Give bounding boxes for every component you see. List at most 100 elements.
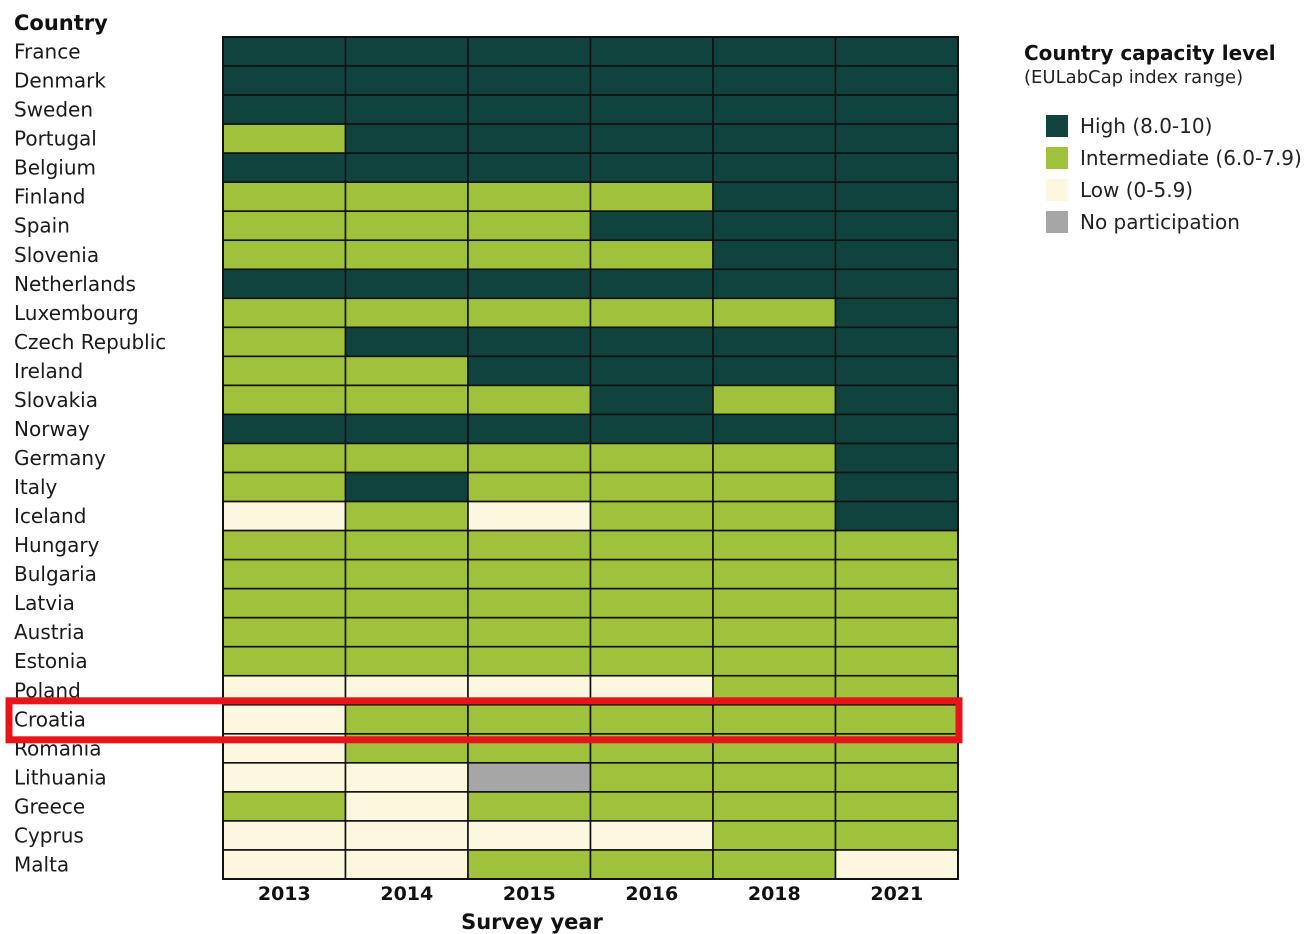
row-label-spain: Spain [14, 214, 70, 238]
row-label-denmark: Denmark [14, 69, 106, 93]
cell-austria-2021 [834, 616, 959, 648]
cell-france-2016 [589, 36, 714, 67]
cell-portugal-2013 [222, 123, 347, 154]
cell-denmark-2018 [712, 65, 837, 96]
legend-swatch [1046, 147, 1068, 169]
row-label-ireland: Ireland [14, 359, 83, 383]
cell-denmark-2015 [467, 65, 592, 96]
heatmap-cells [222, 36, 959, 880]
cell-portugal-2016 [589, 123, 714, 154]
cell-slovenia-2018 [712, 239, 837, 271]
cell-sweden-2021 [834, 94, 959, 125]
cell-luxembourg-2016 [589, 297, 714, 329]
cell-estonia-2021 [834, 645, 959, 677]
cell-estonia-2018 [712, 645, 837, 677]
cell-czech-republic-2013 [222, 326, 347, 358]
row-label-estonia: Estonia [14, 649, 88, 673]
cell-germany-2016 [589, 442, 714, 474]
x-tick-2014: 2014 [380, 883, 433, 905]
cell-belgium-2018 [712, 152, 837, 183]
cell-slovakia-2018 [712, 384, 837, 416]
row-label-finland: Finland [14, 185, 85, 209]
cell-hungary-2018 [712, 529, 837, 561]
cell-latvia-2018 [712, 587, 837, 619]
row-label-netherlands: Netherlands [14, 272, 136, 296]
cell-austria-2013 [222, 616, 347, 648]
cell-ireland-2021 [834, 355, 959, 387]
cell-iceland-2013 [222, 500, 347, 532]
cell-czech-republic-2018 [712, 326, 837, 358]
cell-bulgaria-2014 [344, 558, 469, 590]
cell-denmark-2013 [222, 65, 347, 96]
row-label-cyprus: Cyprus [14, 823, 84, 847]
legend-title: Country capacity level [1024, 41, 1276, 65]
cell-finland-2018 [712, 181, 837, 212]
cell-malta-2014 [344, 849, 469, 880]
x-tick-2015: 2015 [503, 883, 556, 905]
cell-spain-2018 [712, 210, 837, 242]
cell-belgium-2015 [467, 152, 592, 183]
cell-portugal-2021 [834, 123, 959, 154]
cell-greece-2013 [222, 791, 347, 822]
cell-sweden-2018 [712, 94, 837, 125]
cell-france-2014 [344, 36, 469, 67]
cell-ireland-2018 [712, 355, 837, 387]
cell-spain-2013 [222, 210, 347, 242]
cell-croatia-2018 [712, 703, 837, 735]
cell-norway-2021 [834, 413, 959, 445]
cell-austria-2015 [467, 616, 592, 648]
legend-item-intermediate: Intermediate (6.0-7.9) [1024, 142, 1302, 174]
cell-malta-2021 [834, 849, 959, 880]
legend-item-high: High (8.0-10) [1024, 110, 1302, 142]
cell-iceland-2016 [589, 500, 714, 532]
cell-austria-2016 [589, 616, 714, 648]
cell-latvia-2021 [834, 587, 959, 619]
row-label-norway: Norway [14, 417, 90, 441]
cell-italy-2013 [222, 471, 347, 503]
cell-finland-2015 [467, 181, 592, 212]
cell-czech-republic-2021 [834, 326, 959, 358]
cell-slovenia-2015 [467, 239, 592, 271]
cell-latvia-2014 [344, 587, 469, 619]
cell-hungary-2013 [222, 529, 347, 561]
row-label-slovenia: Slovenia [14, 243, 99, 267]
cell-luxembourg-2021 [834, 297, 959, 329]
cell-spain-2016 [589, 210, 714, 242]
x-tick-2013: 2013 [258, 883, 311, 905]
cell-norway-2018 [712, 413, 837, 445]
highlight-box [5, 697, 963, 744]
cell-lithuania-2016 [589, 762, 714, 793]
cell-belgium-2016 [589, 152, 714, 183]
cell-netherlands-2015 [467, 268, 592, 300]
cell-slovakia-2016 [589, 384, 714, 416]
cell-netherlands-2014 [344, 268, 469, 300]
cell-croatia-2014 [344, 703, 469, 735]
legend-swatch [1046, 179, 1068, 201]
legend-item-no-participation: No participation [1024, 206, 1302, 238]
cell-ireland-2015 [467, 355, 592, 387]
row-label-portugal: Portugal [14, 127, 97, 151]
row-label-germany: Germany [14, 446, 106, 470]
cell-estonia-2015 [467, 645, 592, 677]
x-tick-2016: 2016 [625, 883, 678, 905]
cell-greece-2016 [589, 791, 714, 822]
row-label-latvia: Latvia [14, 591, 75, 615]
cell-slovakia-2014 [344, 384, 469, 416]
cell-denmark-2021 [834, 65, 959, 96]
cell-netherlands-2013 [222, 268, 347, 300]
cell-estonia-2014 [344, 645, 469, 677]
x-axis-title: Survey year [461, 910, 603, 934]
cell-germany-2018 [712, 442, 837, 474]
cell-belgium-2013 [222, 152, 347, 183]
row-label-croatia: Croatia [14, 707, 86, 731]
row-label-belgium: Belgium [14, 156, 96, 180]
cell-croatia-2016 [589, 703, 714, 735]
cell-norway-2013 [222, 413, 347, 445]
cell-norway-2015 [467, 413, 592, 445]
cell-hungary-2014 [344, 529, 469, 561]
column-labels: 2013 2014 2015 2016 2018 2021 [258, 883, 923, 905]
cell-lithuania-2014 [344, 762, 469, 793]
row-label-luxembourg: Luxembourg [14, 301, 139, 325]
cell-spain-2015 [467, 210, 592, 242]
cell-czech-republic-2016 [589, 326, 714, 358]
